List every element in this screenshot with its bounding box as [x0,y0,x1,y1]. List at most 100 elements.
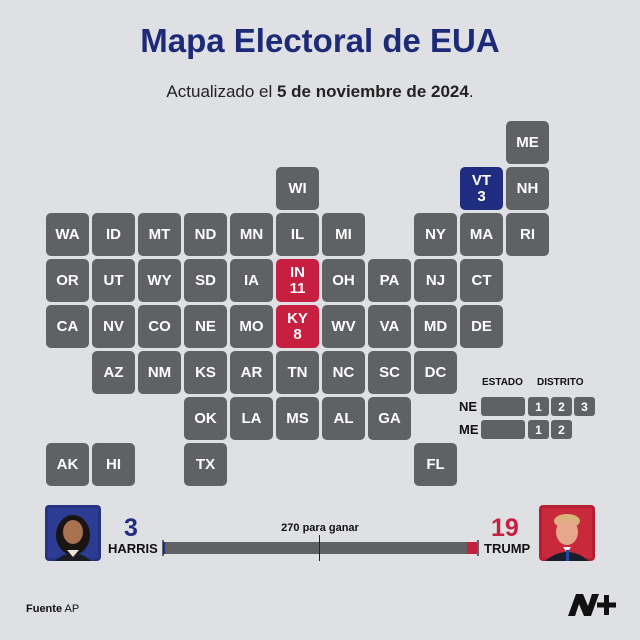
state-tile-ma[interactable]: MA [460,213,503,256]
state-tile-ct[interactable]: CT [460,259,503,302]
page-title: Mapa Electoral de EUA [140,22,500,59]
state-tile-wi[interactable]: WI [276,167,319,210]
state-tile-ak[interactable]: AK [46,443,89,486]
state-code: CA [56,317,79,335]
state-code: VA [379,317,400,335]
state-code: NV [103,317,124,335]
state-code: KS [195,363,216,381]
state-code: KY [287,309,308,327]
state-code: RI [520,225,535,243]
state-tile-or[interactable]: OR [46,259,89,302]
state-code: IA [244,271,259,289]
state-tile-ny[interactable]: NY [414,213,457,256]
state-electoral-votes: 8 [293,325,302,343]
trump-name: TRUMP [484,541,531,556]
state-tile-ar[interactable]: AR [230,351,273,394]
state-tile-az[interactable]: AZ [92,351,135,394]
state-tile-mi[interactable]: MI [322,213,365,256]
state-tile-co[interactable]: CO [138,305,181,348]
state-tile-sd[interactable]: SD [184,259,227,302]
state-code: DC [424,363,447,381]
state-tile-la[interactable]: LA [230,397,273,440]
update-subtitle: Actualizado el 5 de noviembre de 2024. [0,82,640,102]
state-tile-ga[interactable]: GA [368,397,411,440]
state-code: GA [378,409,401,427]
state-tile-fl[interactable]: FL [414,443,457,486]
state-tile-nj[interactable]: NJ [414,259,457,302]
state-tile-id[interactable]: ID [92,213,135,256]
state-code: HI [106,455,121,473]
harris-name: HARRIS [108,541,158,556]
state-code: SD [195,271,216,289]
legend-district-header: DISTRITO [537,377,584,388]
state-tile-mt[interactable]: MT [138,213,181,256]
state-code: DE [471,317,492,335]
state-tile-al[interactable]: AL [322,397,365,440]
harris-photo [45,505,101,561]
state-code: FL [426,455,445,473]
state-tile-sc[interactable]: SC [368,351,411,394]
state-tile-oh[interactable]: OH [322,259,365,302]
state-tile-vt[interactable]: VT 3 [460,167,503,210]
state-code: NY [425,225,446,243]
state-tile-ky[interactable]: KY 8 [276,305,319,348]
state-code: AR [240,363,263,381]
state-tile-ks[interactable]: KS [184,351,227,394]
state-tile-nd[interactable]: ND [184,213,227,256]
state-tile-hi[interactable]: HI [92,443,135,486]
electoral-progress-bar [163,542,478,554]
state-tile-ri[interactable]: RI [506,213,549,256]
state-tile-tn[interactable]: TN [276,351,319,394]
state-code: WY [147,271,172,289]
state-tile-wy[interactable]: WY [138,259,181,302]
state-tile-nv[interactable]: NV [92,305,135,348]
state-tile-pa[interactable]: PA [368,259,411,302]
legend-district-box: 1 [528,397,549,416]
trump-vote-count: 19 [491,514,519,542]
state-code: MI [335,225,352,243]
state-code: VT [471,171,492,189]
state-tile-in[interactable]: IN 11 [276,259,319,302]
legend-district-box: 3 [574,397,595,416]
state-tile-mn[interactable]: MN [230,213,273,256]
state-tile-me[interactable]: ME [506,121,549,164]
state-tile-ok[interactable]: OK [184,397,227,440]
state-code: NM [147,363,172,381]
state-code: MT [148,225,171,243]
state-tile-ms[interactable]: MS [276,397,319,440]
legend-row-label: ME [459,422,479,437]
state-tile-nm[interactable]: NM [138,351,181,394]
state-tile-ia[interactable]: IA [230,259,273,302]
state-tile-nc[interactable]: NC [322,351,365,394]
state-tile-mo[interactable]: MO [230,305,273,348]
state-tile-wv[interactable]: WV [322,305,365,348]
state-tile-va[interactable]: VA [368,305,411,348]
state-code: MO [239,317,264,335]
source-label: Fuente [26,603,63,615]
state-tile-nh[interactable]: NH [506,167,549,210]
state-tile-ca[interactable]: CA [46,305,89,348]
state-tile-dc[interactable]: DC [414,351,457,394]
state-code: TN [287,363,308,381]
state-tile-tx[interactable]: TX [184,443,227,486]
state-tile-wa[interactable]: WA [46,213,89,256]
state-code: IN [290,263,305,281]
state-tile-ne[interactable]: NE [184,305,227,348]
state-tile-de[interactable]: DE [460,305,503,348]
state-code: WI [288,179,307,197]
n-plus-logo-icon [566,592,616,623]
state-tile-il[interactable]: IL [276,213,319,256]
state-electoral-votes: 11 [289,279,306,297]
state-tile-ut[interactable]: UT [92,259,135,302]
subtitle-prefix: Actualizado el [166,82,277,101]
state-code: CO [148,317,171,335]
threshold-label: 270 para ganar [281,522,359,534]
legend-district-box: 2 [551,397,572,416]
state-code: NE [195,317,216,335]
state-tile-md[interactable]: MD [414,305,457,348]
legend-row-label: NE [459,399,478,414]
subtitle-date: 5 de noviembre de 2024 [277,82,469,101]
state-code: AK [56,455,79,473]
state-electoral-votes: 3 [477,187,486,205]
legend-state-header: ESTADO [482,377,523,388]
